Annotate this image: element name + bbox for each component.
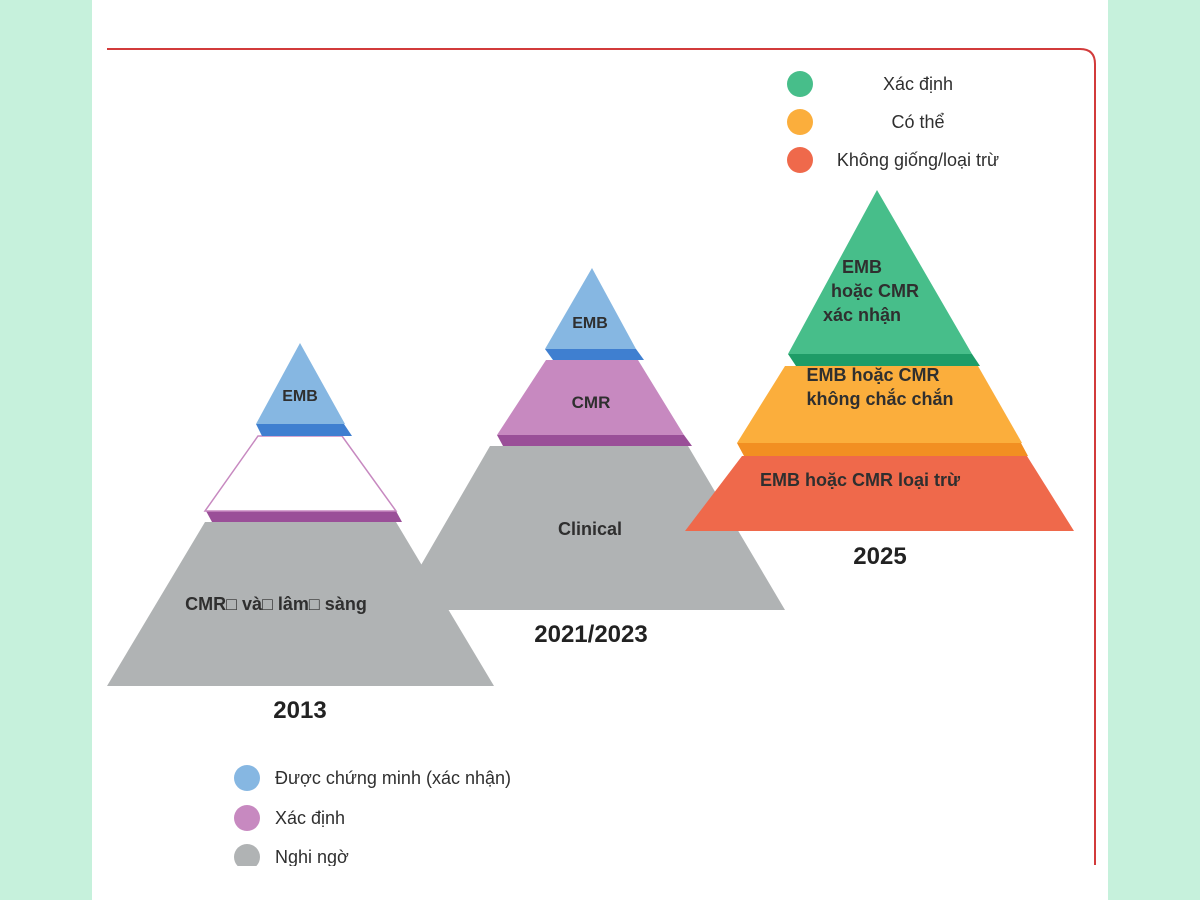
- pyramid-2013-blue-stripe: [256, 424, 352, 436]
- legend-top-item-possible: Có thể: [787, 109, 945, 135]
- pyramid-2025-top-label-2: hoặc CMR: [831, 281, 919, 301]
- pyramid-2021-mid-layer: [497, 360, 684, 435]
- pyramid-2013-year: 2013: [273, 697, 326, 724]
- pyramid-2013-base-label: CMR□ và□ lâm□ sàng: [185, 594, 367, 614]
- legend-bottom-item-suspected: Nghi ngờ: [234, 844, 349, 870]
- pyramid-2021-2023: EMB CMR Clinical 2021/2023: [395, 268, 785, 648]
- legend-dot-red: [787, 147, 813, 173]
- pyramid-2025-top-label-3: xác nhận: [823, 305, 901, 325]
- pyramid-2025-mid-label-2: không chắc chắn: [806, 388, 953, 409]
- pyramid-2021-base-layer: [395, 446, 785, 610]
- legend-dot-purple: [234, 805, 260, 831]
- legend-bottom-label-proven: Được chứng minh (xác nhận): [275, 768, 511, 788]
- pyramid-2021-year: 2021/2023: [534, 621, 647, 648]
- pyramid-2025-base-label: EMB hoặc CMR loại trừ: [760, 470, 961, 490]
- pyramid-2021-top-layer: [545, 268, 636, 349]
- legend-dot-blue: [234, 765, 260, 791]
- legend-bottom-item-definite: Xác định: [234, 805, 345, 831]
- legend-top: Xác định Có thể Không giống/loại trừ: [787, 71, 999, 173]
- legend-top-label-excluded: Không giống/loại trừ: [837, 150, 999, 170]
- pyramid-2013-purple-stripe: [206, 511, 402, 522]
- legend-bottom: Được chứng minh (xác nhận) Xác định Nghi…: [234, 765, 511, 870]
- pyramid-2013-top-layer: [256, 343, 345, 424]
- pyramid-2025-mid-layer: [737, 366, 1022, 443]
- pyramid-2025-mid-label-1: EMB hoặc CMR: [806, 365, 939, 385]
- pyramid-2013-top-label: EMB: [282, 388, 318, 405]
- pyramid-2025-top-layer: [788, 190, 972, 354]
- legend-top-label-definite: Xác định: [883, 74, 953, 94]
- pyramid-2021-blue-stripe: [545, 349, 644, 360]
- legend-bottom-label-definite: Xác định: [275, 808, 345, 828]
- legend-top-label-possible: Có thể: [891, 112, 944, 132]
- pyramid-2013: EMB CMR□ và□ lâm□ sàng 2013: [107, 343, 494, 724]
- legend-top-item-definite: Xác định: [787, 71, 953, 97]
- pyramid-2021-top-label: EMB: [572, 315, 608, 332]
- bottom-fade-mask: [92, 866, 1108, 900]
- pyramid-2013-base-layer: [107, 522, 494, 686]
- legend-dot-orange: [787, 109, 813, 135]
- legend-bottom-item-proven: Được chứng minh (xác nhận): [234, 765, 511, 791]
- legend-bottom-label-suspected: Nghi ngờ: [275, 847, 349, 867]
- pyramid-2025-orange-stripe: [737, 443, 1028, 456]
- frame-border: [107, 48, 1096, 865]
- pyramid-2021-purple-stripe: [497, 435, 692, 446]
- legend-dot-green: [787, 71, 813, 97]
- pyramid-2025-top-label-1: EMB: [842, 257, 882, 277]
- pyramid-2021-mid-label: CMR: [572, 393, 611, 412]
- pyramid-2021-base-label: Clinical: [558, 519, 622, 539]
- pyramid-2025-base-layer: [685, 456, 1074, 531]
- pyramid-2025-green-stripe: [788, 354, 980, 366]
- legend-top-item-excluded: Không giống/loại trừ: [787, 147, 999, 173]
- legend-dot-gray: [234, 844, 260, 870]
- pyramid-2025-year: 2025: [853, 543, 906, 570]
- pyramid-2025: EMB hoặc CMR xác nhận EMB hoặc CMR không…: [685, 190, 1074, 570]
